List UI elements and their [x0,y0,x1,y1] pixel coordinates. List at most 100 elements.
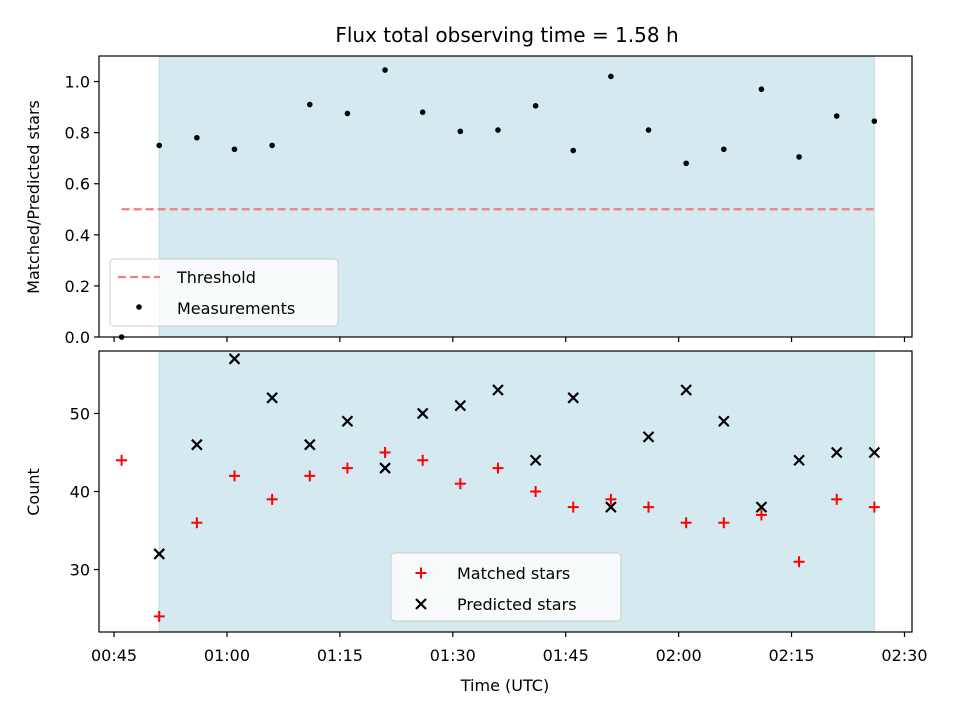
measurement-point [532,103,539,109]
matched-star-point [341,462,353,474]
legend-predicted-label: Predicted stars [457,595,577,614]
y-tick-label: 30 [70,561,90,580]
chart-title: Flux total observing time = 1.58 h [335,23,678,47]
matched-star-point [379,446,391,458]
cross-stroke-b [793,454,805,467]
measurement-point [608,73,614,80]
measurement-point [871,118,878,124]
predicted-star-point [303,438,316,451]
matched-star-point [153,610,165,622]
matched-star-point [191,517,203,529]
cross-stroke-b [755,501,768,513]
x-tick-label: 02:30 [881,646,927,665]
cross-stroke-b [191,438,203,451]
y-tick-label: 0.6 [65,175,90,194]
measurement-point [758,86,765,93]
y-tick-label: 1.0 [65,73,90,92]
legend-matched-swatch [415,567,427,579]
cross-stroke-b [341,415,354,428]
top-points-layer [118,67,878,340]
cross-stroke-b [379,462,391,474]
top-legend: Threshold Measurements [109,258,339,327]
x-tick-label: 01:30 [430,646,476,665]
predicted-star-point [416,407,429,420]
matched-star-point [304,470,316,482]
y-tick-label: 0.8 [65,124,90,143]
y-tick-label: 0.4 [65,226,90,245]
measurement-point [683,160,689,167]
measurement-point [645,127,652,133]
matched-star-point [680,517,692,529]
cross-stroke-b [454,399,467,412]
cross-stroke-b [492,384,504,396]
cross-stroke-b [415,598,427,610]
matched-star-point [605,493,617,505]
cross-stroke-b [153,548,166,560]
bottom-axes: 30 40 50 00:45 01:00 01:15 01:30 01:45 02:00 02:1… [70,350,928,665]
y-tick-label: 0.2 [65,277,90,296]
measurement-point [495,127,501,133]
x-tick-label: 01:00 [204,646,250,665]
axes-frame [98,55,913,338]
legend-measurement-swatch [136,304,142,310]
top-axes: 0.0 0.2 0.4 0.6 0.8 1.0 [65,55,913,347]
measurement-point [570,147,577,154]
measurement-point [306,101,313,108]
matched-star-point [567,501,579,513]
predicted-star-point [191,438,203,451]
matched-star-point [116,454,128,466]
x-tick-label: 01:45 [543,646,589,665]
measurement-point [796,154,802,160]
predicted-star-point [266,392,278,404]
legend-box [109,258,339,327]
legend-box [390,552,622,622]
predicted-star-point [153,548,166,560]
matched-star-point [229,470,240,482]
measurement-point [382,67,388,73]
matched-star-point [718,517,730,529]
predicted-star-point [454,399,467,412]
cross-stroke-b [567,392,580,404]
cross-stroke-b [605,501,617,513]
bottom-legend: Matched stars Predicted stars [390,552,622,622]
cross-stroke-b [868,446,881,459]
matched-star-point [868,501,880,513]
measurement-point [833,113,840,119]
measurement-point [457,128,464,135]
predicted-star-point [868,446,881,459]
legend-measurement-label: Measurements [177,299,295,318]
predicted-star-point [341,415,354,428]
cross-stroke-b [830,446,843,459]
cross-stroke-b [416,407,429,420]
x-tick-label: 02:15 [769,646,815,665]
bottom-panel: 30 40 50 00:45 01:00 01:15 01:30 01:45 02:00 02:1… [24,350,928,695]
bottom-xlabel: Time (UTC) [460,676,549,695]
measurement-point [194,134,200,141]
x-tick-label: 02:00 [656,646,702,665]
cross-stroke-b [529,454,542,467]
legend-predicted-swatch [415,598,427,610]
measurement-point [156,142,163,149]
predicted-star-point [755,501,768,513]
measurement-point [269,142,275,149]
y-tick-label: 40 [70,483,90,502]
top-panel: 0.0 0.2 0.4 0.6 0.8 1.0 Matched/Predicted sta… [24,55,913,347]
cross-stroke-b [266,392,278,404]
y-tick-label: 50 [70,404,90,423]
x-tick-label: 00:45 [91,646,137,665]
legend-matched-label: Matched stars [457,564,570,583]
measurement-point [419,109,426,115]
matched-star-point [266,493,278,505]
cross-stroke-b [228,353,241,365]
predicted-star-point [492,384,504,396]
predicted-star-point [605,501,617,513]
predicted-star-point [379,462,391,474]
matched-star-point [793,556,805,568]
measurement-point [344,110,351,117]
predicted-star-point [830,446,843,459]
predicted-star-point [529,454,542,467]
predicted-star-point [567,392,580,404]
cross-stroke-b [642,431,655,443]
matched-star-point [530,486,542,497]
